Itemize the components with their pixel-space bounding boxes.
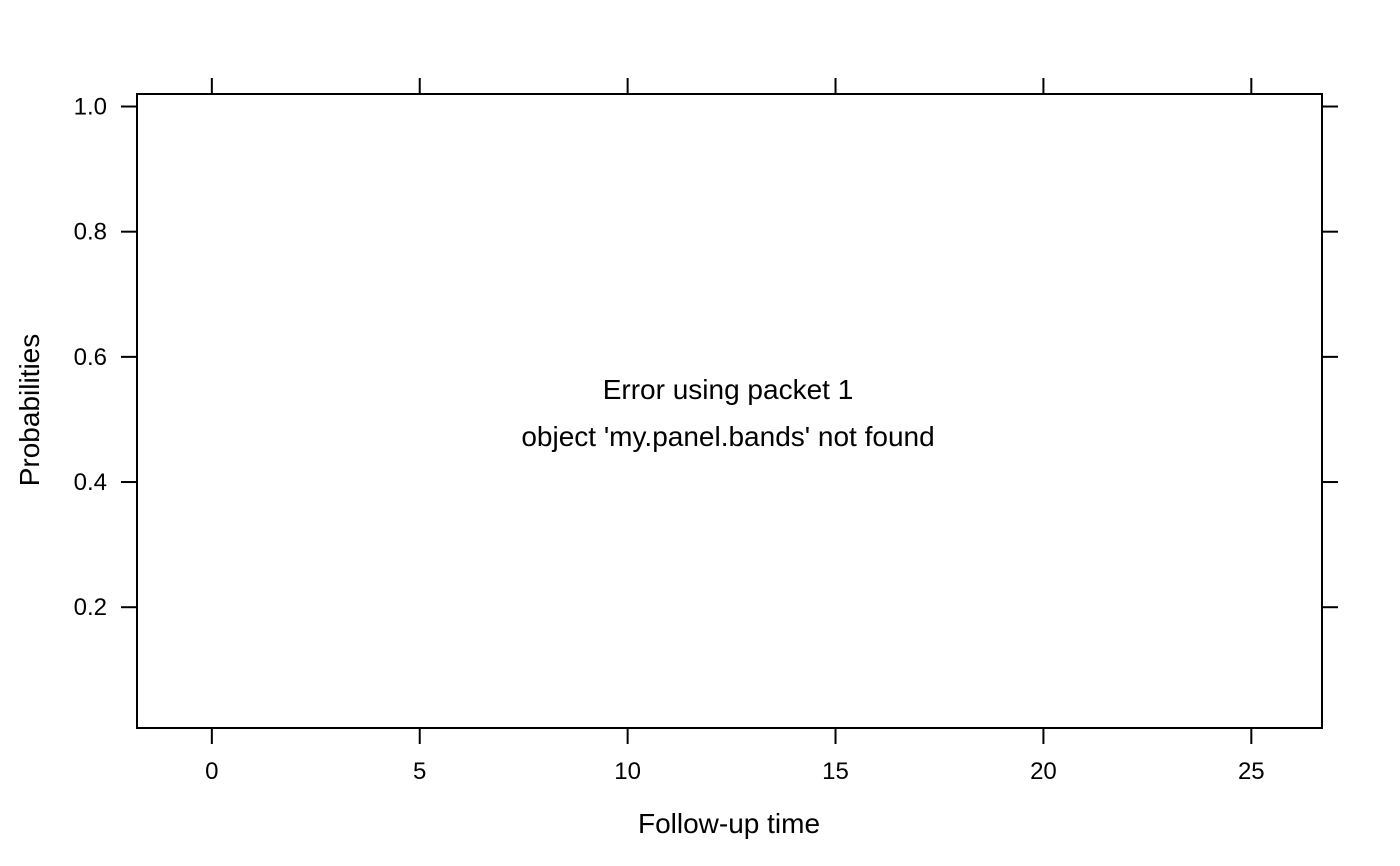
x-tick-label: 15 (822, 758, 849, 785)
y-tick-label: 1.0 (74, 94, 107, 121)
y-axis-right (1322, 105, 1338, 609)
x-tick-label: 0 (205, 758, 218, 785)
y-tick-label: 0.2 (74, 594, 107, 621)
y-tick-label: 0.8 (74, 219, 107, 246)
y-tick-label: 0.4 (74, 469, 107, 496)
x-tick-label: 20 (1030, 758, 1057, 785)
x-tick-label: 10 (614, 758, 641, 785)
y-axis-left: 0.2 0.4 0.6 0.8 1.0 (74, 94, 137, 621)
y-axis-title: Probabilities (14, 334, 45, 487)
y-tick-label: 0.6 (74, 344, 107, 371)
x-tick-label: 5 (413, 758, 426, 785)
error-message-line-1: Error using packet 1 (603, 374, 854, 405)
x-tick-label: 25 (1238, 758, 1265, 785)
x-axis-bottom: 0 5 10 15 20 25 (205, 728, 1265, 785)
error-message-line-2: object 'my.panel.bands' not found (521, 421, 934, 452)
plot-panel-frame (136, 93, 1323, 729)
x-axis-top (210, 78, 1253, 94)
x-axis-title: Follow-up time (638, 808, 820, 839)
